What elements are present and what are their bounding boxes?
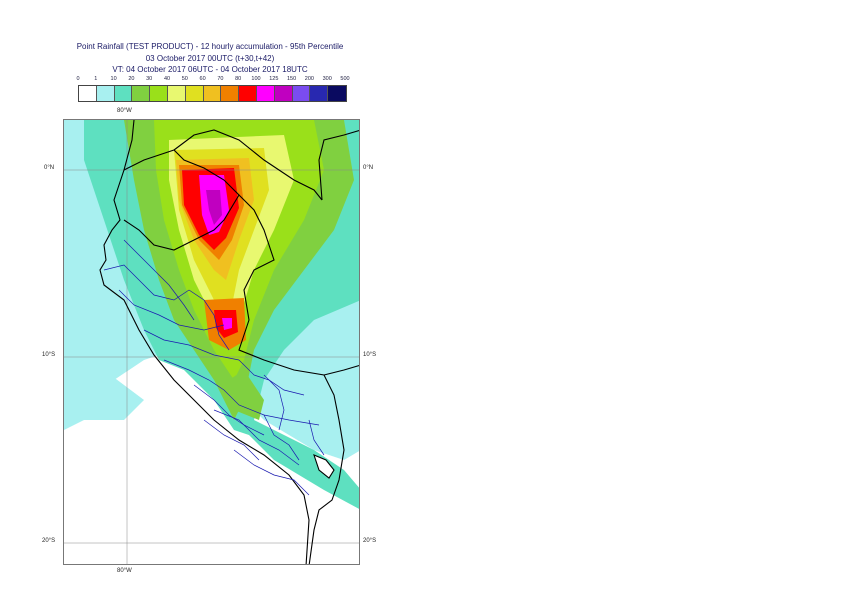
region-border-12 bbox=[203, 419, 260, 461]
rain-hotspot-south-peak bbox=[222, 318, 232, 330]
legend-label: 10 bbox=[110, 76, 117, 82]
peru-colombia-border bbox=[173, 129, 323, 201]
legend-label: 60 bbox=[199, 76, 206, 82]
brazil-colombia-border bbox=[318, 130, 359, 201]
lat-0-right: 0°N bbox=[363, 165, 374, 171]
legend-label: 80 bbox=[235, 76, 242, 82]
legend-swatch bbox=[310, 86, 329, 101]
rainfall-map bbox=[63, 119, 360, 565]
legend-label: 500 bbox=[340, 76, 350, 82]
lat-20-left: 20°S bbox=[42, 538, 56, 544]
legend-label: 150 bbox=[287, 76, 297, 82]
legend-swatch bbox=[132, 86, 151, 101]
legend-swatch bbox=[239, 86, 257, 101]
regional-borders bbox=[103, 239, 325, 496]
region-border-14 bbox=[263, 374, 285, 431]
legend-label: 30 bbox=[146, 76, 153, 82]
map-title: Point Rainfall (TEST PRODUCT) - 12 hourl… bbox=[76, 42, 344, 51]
legend-swatch bbox=[256, 86, 275, 101]
lat-10-left: 10°S bbox=[42, 352, 56, 358]
map-canvas bbox=[64, 120, 359, 564]
region-border-4 bbox=[163, 359, 320, 426]
lat-10-right: 10°S bbox=[363, 352, 377, 358]
legend-swatch bbox=[203, 86, 222, 101]
legend-label: 100 bbox=[251, 76, 261, 82]
legend-label: 50 bbox=[181, 76, 188, 82]
legend-label: 0 bbox=[76, 76, 80, 82]
legend-label: 20 bbox=[128, 76, 135, 82]
legend-label: 70 bbox=[217, 76, 224, 82]
region-border-7 bbox=[153, 269, 195, 321]
rain-band-ocean bbox=[64, 360, 144, 420]
legend-swatch bbox=[328, 86, 346, 101]
legend-swatch bbox=[292, 86, 311, 101]
region-border-2 bbox=[118, 289, 225, 331]
lat-20-right: 20°S bbox=[363, 538, 377, 544]
legend-swatch bbox=[114, 86, 133, 101]
lake-titicaca bbox=[313, 454, 335, 479]
country-borders bbox=[99, 120, 359, 564]
region-border-1 bbox=[103, 264, 190, 301]
lat-0-left: 0°N bbox=[44, 165, 55, 171]
rain-band-125-150 bbox=[206, 190, 222, 225]
lon-label-bottom: 80°W bbox=[117, 568, 132, 574]
region-border-8 bbox=[188, 289, 230, 351]
legend-swatch bbox=[150, 86, 168, 101]
lon-label-top: 80°W bbox=[117, 108, 132, 114]
region-border-15 bbox=[308, 419, 325, 456]
region-border-6 bbox=[213, 409, 300, 466]
rain-band-south-tail bbox=[244, 420, 359, 509]
rainfall-legend: 0 1 10 20 30 40 50 60 70 80 100 125 150 200 300 500 bbox=[76, 76, 350, 102]
legend-label: 40 bbox=[163, 76, 171, 82]
legend-swatch bbox=[96, 86, 115, 101]
region-border-3 bbox=[143, 329, 240, 361]
legend-colorbar bbox=[78, 85, 347, 102]
legend-swatch bbox=[79, 86, 97, 101]
legend-swatch bbox=[185, 86, 204, 101]
region-border-10 bbox=[263, 414, 300, 461]
coastline bbox=[99, 120, 310, 564]
region-border-11 bbox=[233, 449, 310, 496]
rain-band-south-tail-green bbox=[229, 370, 264, 420]
legend-label: 1 bbox=[94, 76, 98, 82]
legend-label: 200 bbox=[304, 76, 314, 82]
region-border-13 bbox=[123, 239, 155, 271]
legend-swatch bbox=[221, 86, 240, 101]
rainfall-field bbox=[64, 120, 359, 509]
run-time: 03 October 2017 00UTC (t+30,t+42) bbox=[145, 54, 275, 63]
legend-swatch bbox=[274, 86, 293, 101]
region-border-5 bbox=[193, 384, 265, 436]
legend-label: 125 bbox=[269, 76, 279, 82]
graticule bbox=[64, 120, 359, 564]
bolivia-border bbox=[323, 365, 359, 376]
legend-swatch bbox=[167, 86, 186, 101]
peru-brazil-border bbox=[238, 194, 345, 564]
legend-label: 300 bbox=[322, 76, 332, 82]
valid-time: VT: 04 October 2017 06UTC - 04 October 2… bbox=[112, 65, 308, 74]
